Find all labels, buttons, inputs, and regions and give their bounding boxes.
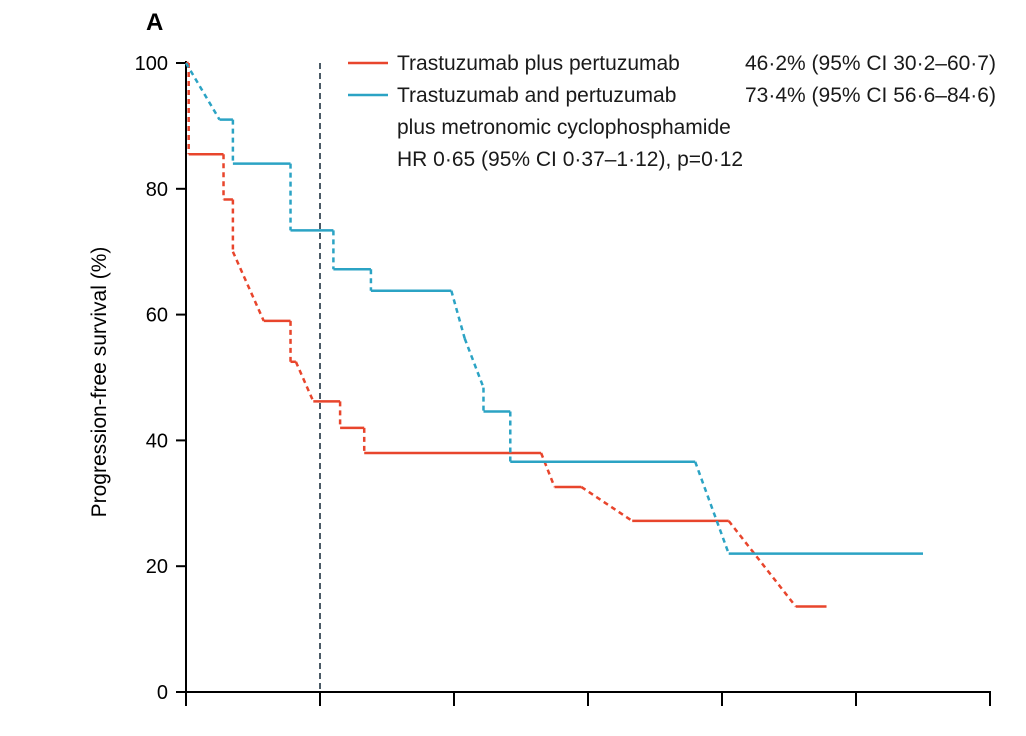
- legend-estimate-series-a: 46·2% (95% CI 30·2–60·7): [745, 52, 996, 75]
- series-a-segment-10: [294, 361, 315, 402]
- y-tick-label-40: 40: [146, 430, 168, 452]
- legend: Trastuzumab plus pertuzumab 46·2% (95% C…: [348, 52, 996, 171]
- legend-label-series-a: Trastuzumab plus pertuzumab: [397, 52, 680, 75]
- series-b-segment-11: [463, 338, 485, 389]
- series-a-segment-6: [231, 251, 265, 322]
- y-tick-label-0: 0: [157, 682, 168, 704]
- legend-label-series-b-line1: Trastuzumab and pertuzumab: [397, 84, 676, 107]
- series-a-segment-18: [580, 485, 633, 522]
- series-b-segment-0: [184, 62, 221, 121]
- series-b-segment-16: [694, 461, 730, 555]
- legend-label-series-b-line2: plus metronomic cyclophosphamide: [397, 116, 731, 139]
- y-axis-title: Progression-free survival (%): [88, 247, 111, 518]
- series-a-segment-20: [727, 520, 797, 608]
- hazard-ratio-annotation: HR 0·65 (95% CI 0·37–1·12), p=0·12: [397, 148, 743, 171]
- axes: 0 20 40 60 80 100: [135, 53, 991, 706]
- y-tick-label-60: 60: [146, 305, 168, 327]
- series-b-segment-10: [450, 290, 466, 339]
- series-layer: [184, 61, 923, 608]
- series-a-segment-16: [539, 452, 556, 488]
- y-tick-label-80: 80: [146, 179, 168, 201]
- y-tick-label-100: 100: [135, 53, 168, 75]
- panel-label: A: [146, 9, 163, 36]
- legend-estimate-series-b: 73·4% (95% CI 56·6–84·6): [745, 84, 996, 107]
- series-b: [184, 62, 923, 555]
- series-a: [186, 61, 827, 608]
- y-tick-label-20: 20: [146, 556, 168, 578]
